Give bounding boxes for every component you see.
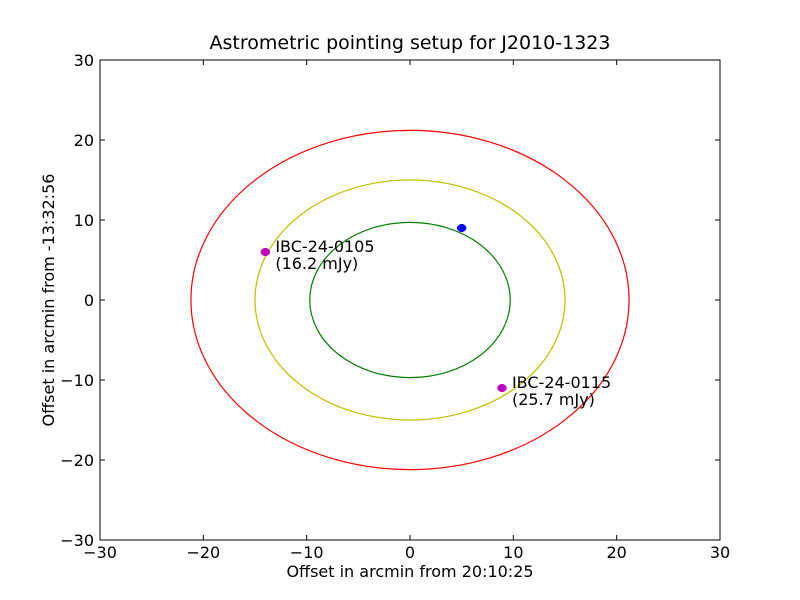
y-tick-label: −10	[60, 371, 94, 390]
y-axis-label: Offset in arcmin from -13:32:56	[39, 174, 58, 427]
x-tick-label: −30	[83, 543, 117, 562]
y-tick-label: −30	[60, 531, 94, 550]
x-tick-label: 10	[503, 543, 523, 562]
range-circle-3	[190, 129, 630, 471]
axes-frame	[99, 59, 721, 541]
x-tick-label: 30	[710, 543, 730, 562]
source-marker-3	[497, 383, 507, 393]
source-label-3: IBC-24-0115	[512, 373, 611, 392]
source-flux-2: (16.2 mJy)	[275, 254, 358, 273]
y-tick-label: 10	[74, 211, 94, 230]
plot-area: IBC-24-0105(16.2 mJy) IBC-24-0115(25.7 mJ…	[60, 51, 730, 562]
y-tick-label: 30	[74, 51, 94, 70]
x-tick-label: 0	[405, 543, 415, 562]
x-tick-label: 20	[606, 543, 626, 562]
x-axis-label: Offset in arcmin from 20:10:25	[286, 562, 533, 581]
chart-title: Astrometric pointing setup for J2010-132…	[210, 32, 611, 54]
y-tick-label: 0	[84, 291, 94, 310]
source-flux-3: (25.7 mJy)	[512, 390, 595, 409]
source-marker-1	[456, 223, 467, 233]
y-tick-label: −20	[60, 451, 94, 470]
source-label-2: IBC-24-0105	[275, 237, 374, 256]
source-marker-2	[260, 247, 271, 257]
range-circle-1	[309, 221, 511, 379]
range-circle-2	[254, 179, 566, 421]
x-tick-label: −10	[290, 543, 324, 562]
x-tick-label: −20	[186, 543, 220, 562]
y-tick-label: 20	[74, 131, 94, 150]
